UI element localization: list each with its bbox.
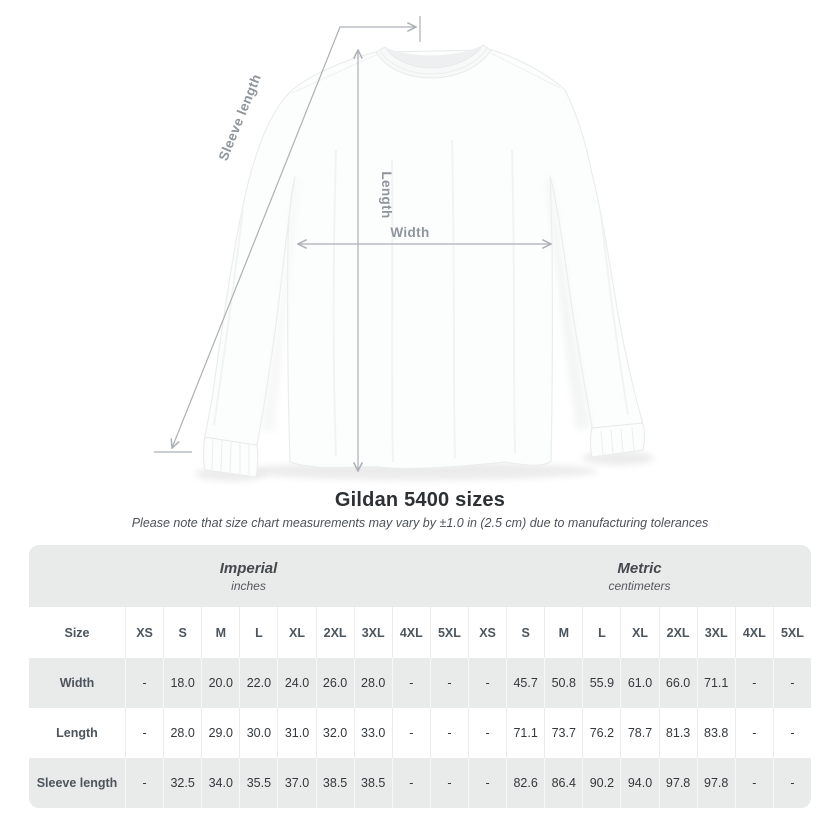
value-cell: - — [391, 708, 430, 758]
page-title: Gildan 5400 sizes — [334, 489, 506, 511]
value-cell: 73.7 — [544, 708, 582, 758]
shirt-graphic — [202, 44, 646, 478]
imperial-header: Imperial inches — [29, 545, 468, 607]
value-cell: - — [467, 658, 506, 708]
value-cell: 30.0 — [239, 708, 277, 758]
value-cell: 26.0 — [315, 658, 354, 708]
shirt-measurement-diagram: Sleeve length Length Width — [154, 16, 654, 481]
size-header-cell: 3XL — [353, 607, 392, 658]
imperial-title: Imperial — [219, 559, 278, 577]
length-label: Length — [379, 171, 394, 218]
value-cell: 31.0 — [277, 708, 315, 758]
size-header-cell: L — [239, 607, 277, 658]
value-cell: 97.8 — [696, 758, 735, 808]
value-cell: 76.2 — [582, 708, 620, 758]
value-cell: - — [429, 658, 468, 708]
value-cell: 33.0 — [353, 708, 392, 758]
value-cell: - — [772, 658, 811, 708]
value-cell: 94.0 — [620, 758, 658, 808]
value-cell: - — [391, 758, 430, 808]
value-cell: 45.7 — [506, 658, 544, 708]
size-header-cell: S — [163, 607, 201, 658]
size-header-cell: L — [582, 607, 620, 658]
size-header-cell: XL — [620, 607, 658, 658]
value-cell: 32.5 — [163, 758, 201, 808]
size-header-cell: 4XL — [391, 607, 430, 658]
value-cell: - — [429, 758, 468, 808]
value-cell: 32.0 — [315, 708, 354, 758]
value-cell: 28.0 — [353, 658, 392, 708]
size-header-cell: XL — [277, 607, 315, 658]
size-header-cell: 2XL — [315, 607, 354, 658]
value-cell: 66.0 — [658, 658, 697, 708]
value-cell: 38.5 — [353, 758, 392, 808]
value-cell: 90.2 — [582, 758, 620, 808]
metric-title: Metric — [617, 559, 662, 577]
value-cell: - — [125, 708, 163, 758]
value-cell: - — [772, 708, 811, 758]
size-table: Imperial inches Metric centimeters Size … — [29, 545, 811, 808]
value-cell: - — [125, 758, 163, 808]
value-cell: 71.1 — [506, 708, 544, 758]
metric-header: Metric centimeters — [468, 545, 811, 607]
value-cell: 38.5 — [315, 758, 354, 808]
size-col-header: Size — [64, 625, 90, 640]
value-cell: 61.0 — [620, 658, 658, 708]
size-header-cell: XS — [125, 607, 163, 658]
size-header-cell: 3XL — [696, 607, 735, 658]
value-cell: 28.0 — [163, 708, 201, 758]
size-header-cell: 4XL — [734, 607, 773, 658]
value-cell: 71.1 — [696, 658, 735, 708]
value-cell: 22.0 — [239, 658, 277, 708]
tolerance-note: Please note that size chart measurements… — [131, 516, 709, 530]
value-cell: - — [125, 658, 163, 708]
value-cell: - — [772, 758, 811, 808]
value-cell: 29.0 — [201, 708, 239, 758]
value-cell: 81.3 — [658, 708, 697, 758]
size-header-cell: S — [506, 607, 544, 658]
size-header-cell: 5XL — [772, 607, 811, 658]
value-cell: - — [391, 658, 430, 708]
size-header-cell: 5XL — [429, 607, 468, 658]
width-row: Width - 18.0 20.0 22.0 24.0 26.0 28.0 - … — [29, 658, 811, 708]
value-cell: 18.0 — [163, 658, 201, 708]
size-header-cell: M — [201, 607, 239, 658]
size-header-cell: 2XL — [658, 607, 697, 658]
value-cell: 50.8 — [544, 658, 582, 708]
value-cell: 34.0 — [201, 758, 239, 808]
value-cell: 37.0 — [277, 758, 315, 808]
value-cell: 55.9 — [582, 658, 620, 708]
unit-header-band: Imperial inches Metric centimeters — [29, 545, 811, 607]
size-header-cell: M — [544, 607, 582, 658]
value-cell: 83.8 — [696, 708, 735, 758]
imperial-subtitle: inches — [231, 578, 266, 593]
sleeve-length-arrow — [154, 16, 421, 453]
value-cell: - — [429, 708, 468, 758]
value-cell: 97.8 — [658, 758, 697, 808]
size-header-cell: XS — [467, 607, 506, 658]
row-label: Sleeve length — [36, 776, 118, 790]
value-cell: 20.0 — [201, 658, 239, 708]
value-cell: - — [734, 708, 773, 758]
value-cell: 35.5 — [239, 758, 277, 808]
value-cell: - — [734, 658, 773, 708]
value-cell: 78.7 — [620, 708, 658, 758]
value-cell: 86.4 — [544, 758, 582, 808]
value-cell: - — [467, 708, 506, 758]
metric-subtitle: centimeters — [608, 578, 671, 593]
value-cell: - — [467, 758, 506, 808]
value-cell: - — [734, 758, 773, 808]
value-cell: 82.6 — [506, 758, 544, 808]
length-row: Length - 28.0 29.0 30.0 31.0 32.0 33.0 -… — [29, 708, 811, 758]
row-label: Width — [59, 676, 95, 690]
sleeve-length-label: Sleeve length — [216, 72, 264, 163]
value-cell: 24.0 — [277, 658, 315, 708]
row-label: Length — [56, 726, 98, 740]
width-label: Width — [390, 225, 429, 240]
size-header-row: Size XS S M L XL 2XL 3XL 4XL 5XL XS S M … — [29, 607, 811, 658]
sleeve-length-row: Sleeve length - 32.5 34.0 35.5 37.0 38.5… — [29, 758, 811, 808]
